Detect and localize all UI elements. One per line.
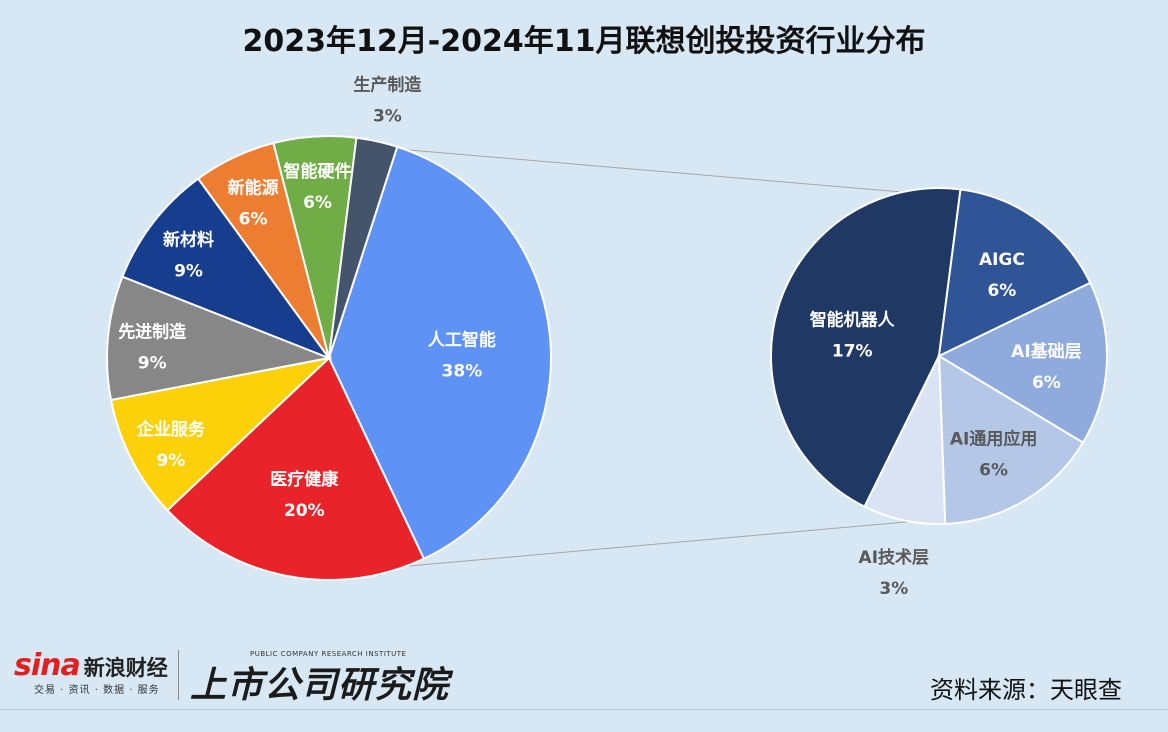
footer-divider	[0, 709, 1168, 710]
data-label-value: 20%	[284, 501, 325, 521]
institute-chinese-name: 上市公司研究院	[190, 664, 450, 706]
sina-finance-logo: sina 新浪财经 交易 · 资讯 · 数据 · 服务	[14, 648, 168, 696]
data-label-value: 6%	[303, 193, 332, 213]
data-label-value: 9%	[138, 354, 167, 374]
data-label-name: 智能硬件	[284, 161, 352, 182]
data-label-name: AI技术层	[859, 547, 929, 568]
data-label-name: 生产制造	[353, 74, 422, 95]
pie-slice	[166, 356, 426, 581]
pie-slice	[327, 145, 552, 561]
connector-line-top	[408, 149, 997, 201]
data-label-value: 6%	[239, 209, 268, 229]
pie-slice	[121, 177, 332, 361]
pie-slice	[106, 275, 333, 402]
research-institute-logo: PUBLIC COMPANY RESEARCH INSTITUTE 上市公司研究…	[190, 650, 449, 708]
data-label-name: 智能机器人	[810, 310, 896, 331]
pie-slice	[770, 186, 962, 508]
data-label-value: 9%	[156, 451, 185, 471]
data-label-value: 17%	[832, 342, 873, 362]
pie-slice	[328, 136, 399, 359]
sina-finance-name: 新浪财经	[83, 656, 168, 680]
data-label-value: 6%	[979, 461, 1008, 481]
data-label-name: 医疗健康	[270, 469, 339, 490]
pie-slice	[863, 355, 947, 525]
data-label-value: 9%	[174, 261, 203, 281]
chart-title: 2023年12月-2024年11月联想创投投资行业分布	[242, 24, 926, 59]
logo-divider	[178, 650, 179, 700]
pie-slice	[109, 356, 333, 512]
pie-slice	[936, 281, 1108, 444]
data-label-name: 人工智能	[428, 329, 496, 350]
data-label-name: 企业服务	[136, 419, 206, 440]
data-label-name: AIGC	[979, 250, 1025, 270]
institute-english-name: PUBLIC COMPANY RESEARCH INSTITUTE	[250, 650, 407, 658]
data-label-value: 3%	[373, 106, 402, 126]
pie-slice	[937, 354, 1085, 525]
data-label-name: 新材料	[163, 229, 214, 250]
connector-line-bottom	[408, 513, 997, 567]
data-source: 资料来源：天眼查	[930, 676, 1122, 704]
data-label-name: 新能源	[228, 177, 279, 198]
data-label-name: 先进制造	[118, 322, 187, 343]
sina-brand-text: sina	[14, 648, 81, 683]
sina-finance-tagline: 交易 · 资讯 · 数据 · 服务	[34, 685, 160, 696]
data-label-name: AI通用应用	[950, 429, 1037, 450]
data-label-value: 6%	[1032, 373, 1061, 393]
data-label-value: 3%	[879, 579, 908, 599]
data-label-name: AI基础层	[1011, 341, 1081, 362]
data-label-value: 6%	[987, 281, 1016, 301]
data-label-value: 38%	[442, 361, 483, 381]
pie-slice	[937, 188, 1092, 358]
